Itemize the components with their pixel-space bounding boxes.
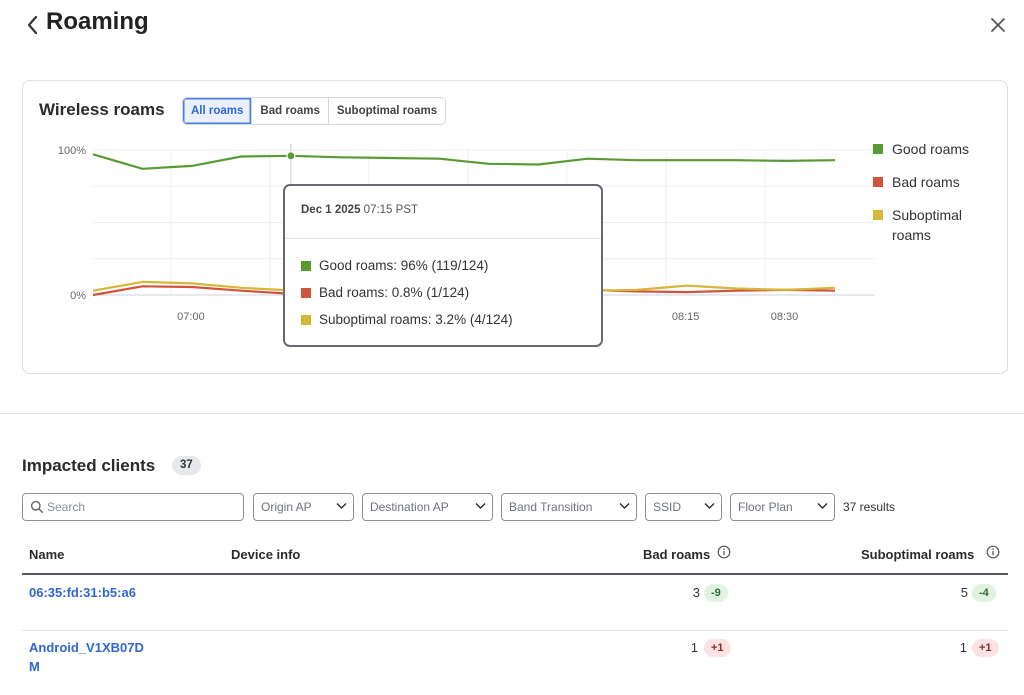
column-header-suboptimal-roams[interactable]: Suboptimal roams: [861, 547, 975, 562]
chevron-down-icon: [619, 502, 630, 510]
chevron-left-icon: [27, 15, 38, 35]
x-tick-label: 07:00: [177, 311, 205, 323]
tooltip-row-suboptimal: Suboptimal roams: 3.2% (4/124): [301, 312, 513, 327]
tooltip-date: Dec 1 2025: [301, 204, 361, 216]
x-tick-label: 08:15: [672, 311, 700, 323]
search-input[interactable]: [47, 497, 237, 517]
chevron-down-icon: [475, 502, 486, 510]
back-button[interactable]: [22, 12, 44, 38]
info-icon[interactable]: [717, 545, 731, 559]
suboptimal-roams-delta-badge: +1: [972, 639, 999, 657]
legend-swatch-suboptimal: [873, 210, 883, 220]
bad-roams-value: 3: [692, 585, 700, 600]
info-icon[interactable]: [986, 545, 1000, 559]
tooltip-divider: [285, 238, 601, 239]
page-title: Roaming: [46, 8, 149, 35]
legend-label-suboptimal: Suboptimal roams: [892, 207, 963, 243]
floor-plan-label: Floor Plan: [738, 500, 793, 514]
wireless-roams-card: Wireless roams All roams Bad roams Subop…: [22, 80, 1008, 374]
search-icon: [30, 500, 44, 514]
chevron-down-icon: [704, 502, 715, 510]
chart-legend: Good roams Bad roams Suboptimal roams: [873, 139, 1003, 258]
legend-swatch-good: [873, 144, 883, 154]
legend-item-good[interactable]: Good roams: [873, 139, 1003, 159]
table-header-rule: [22, 573, 1008, 575]
y-tick-label: 100%: [58, 145, 86, 157]
tooltip-timestamp: Dec 1 2025 07:15 PST: [301, 204, 418, 216]
column-header-bad-roams[interactable]: Bad roams: [643, 547, 711, 562]
x-tick-label: 08:30: [771, 311, 799, 323]
ssid-dropdown[interactable]: SSID: [645, 493, 722, 521]
tooltip-text-suboptimal: Suboptimal roams: 3.2% (4/124): [319, 312, 513, 327]
client-name-link[interactable]: 06:35:fd:31:b5:a6: [29, 585, 136, 600]
chart-tooltip: Dec 1 2025 07:15 PST Good roams: 96% (11…: [283, 184, 603, 347]
y-tick-label: 0%: [70, 290, 86, 302]
bad-roams-value: 1: [690, 640, 698, 655]
close-icon: [991, 18, 1005, 32]
filter-bad-roams-button[interactable]: Bad roams: [252, 98, 329, 124]
tooltip-text-bad: Bad roams: 0.8% (1/124): [319, 285, 470, 300]
legend-item-bad[interactable]: Bad roams: [873, 172, 1003, 192]
tooltip-swatch-bad: [301, 287, 311, 298]
legend-item-suboptimal[interactable]: Suboptimal roams: [873, 205, 1003, 245]
filter-all-roams-button[interactable]: All roams: [183, 98, 253, 124]
client-name-link[interactable]: Android_V1XB07DM: [29, 640, 144, 674]
tooltip-time: 07:15 PST: [363, 204, 419, 216]
tooltip-swatch-suboptimal: [301, 314, 311, 325]
chevron-down-icon: [817, 502, 828, 510]
results-count: 37 results: [843, 500, 896, 514]
tooltip-row-good: Good roams: 96% (119/124): [301, 258, 488, 273]
page-header: Roaming: [0, 0, 1024, 60]
filter-suboptimal-roams-button[interactable]: Suboptimal roams: [328, 98, 446, 124]
destination-ap-dropdown[interactable]: Destination AP: [362, 493, 493, 521]
tooltip-text-good: Good roams: 96% (119/124): [319, 258, 489, 273]
legend-swatch-bad: [873, 177, 883, 187]
search-field[interactable]: [22, 493, 244, 521]
roam-filter-segmented-control: All roams Bad roams Suboptimal roams: [182, 97, 447, 125]
tooltip-row-bad: Bad roams: 0.8% (1/124): [301, 285, 469, 300]
column-header-device-info[interactable]: Device info: [231, 547, 301, 562]
series-line-good-roams: [92, 153, 836, 170]
origin-ap-label: Origin AP: [261, 500, 312, 514]
suboptimal-roams-value: 5: [960, 585, 968, 600]
legend-label-good: Good roams: [892, 141, 970, 157]
origin-ap-dropdown[interactable]: Origin AP: [253, 493, 354, 521]
legend-label-bad: Bad roams: [892, 174, 960, 190]
floor-plan-dropdown[interactable]: Floor Plan: [730, 493, 835, 521]
column-header-name[interactable]: Name: [29, 547, 65, 562]
bad-roams-delta-badge: -9: [704, 584, 728, 602]
chevron-down-icon: [336, 502, 347, 510]
tooltip-swatch-good: [301, 260, 311, 271]
hover-point: [286, 151, 296, 161]
band-transition-label: Band Transition: [509, 500, 593, 514]
clients-count-badge: 37: [172, 456, 201, 475]
ssid-label: SSID: [653, 500, 682, 514]
destination-ap-label: Destination AP: [370, 500, 449, 514]
impacted-clients-title: Impacted clients: [22, 456, 156, 475]
suboptimal-roams-value: 1: [959, 640, 967, 655]
bad-roams-delta-badge: +1: [704, 639, 731, 657]
card-title: Wireless roams: [39, 100, 165, 119]
suboptimal-roams-delta-badge: -4: [972, 584, 996, 602]
row-divider: [22, 630, 1008, 631]
section-divider: [0, 413, 1024, 414]
band-transition-dropdown[interactable]: Band Transition: [501, 493, 637, 521]
close-button[interactable]: [986, 13, 1010, 37]
